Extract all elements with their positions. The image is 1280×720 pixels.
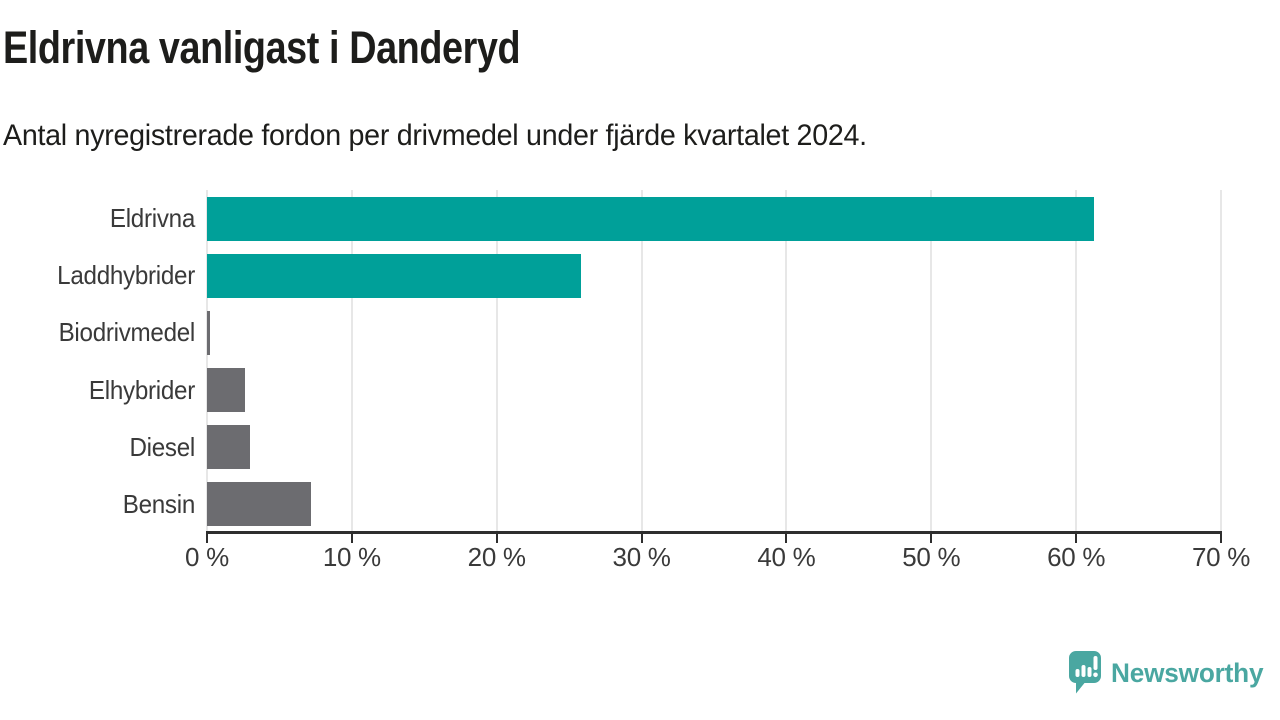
x-axis-tick-label: 30 %: [612, 542, 671, 572]
category-label-diesel: Diesel: [129, 431, 195, 462]
newsworthy-logo: Newsworthy: [1068, 650, 1268, 696]
newsworthy-logo-text: Newsworthy: [1111, 657, 1264, 688]
bar-laddhybrider: [207, 253, 581, 298]
x-axis-tick: [495, 533, 498, 543]
gridline: [1220, 190, 1222, 533]
x-axis-tick-label: 40 %: [757, 542, 816, 572]
gridline: [495, 190, 498, 533]
x-axis-tick: [930, 533, 933, 543]
gridline: [930, 190, 933, 533]
x-axis-line: [206, 531, 1222, 534]
x-axis-tick: [640, 533, 643, 543]
category-label-elhybrider: Elhybrider: [88, 374, 195, 405]
gridline: [785, 190, 788, 533]
x-axis-tick-label: 60 %: [1047, 542, 1106, 572]
chart-subtitle: Antal nyregistrerade fordon per drivmede…: [3, 119, 867, 152]
newsworthy-logo-icon: [1069, 651, 1101, 694]
x-axis-tick-label: 0 %: [185, 542, 229, 572]
x-axis-tick: [206, 533, 208, 543]
category-label-bensin: Bensin: [122, 488, 196, 519]
x-axis-tick: [1075, 533, 1078, 543]
bar-eldrivna: [207, 196, 1094, 241]
bar-elhybrider: [207, 368, 245, 413]
gridline: [640, 190, 643, 533]
x-axis-tick-label: 10 %: [322, 542, 381, 572]
x-axis-tick-label: 50 %: [902, 542, 961, 572]
bar-chart: Eldrivna Laddhybrider Biodrivmedel Elhybrid…: [0, 190, 1280, 590]
bar-diesel: [207, 425, 251, 470]
x-axis-tick: [785, 533, 788, 543]
plot-area: 0 % 10 % 20 % 30 % 40 % 50 % 60 % 70 %: [185, 190, 1250, 572]
category-label-laddhybrider: Laddhybrider: [57, 260, 195, 291]
x-axis-tick: [350, 533, 353, 543]
x-axis-tick-label: 20 %: [467, 542, 526, 572]
category-label-biodrivmedel: Biodrivmedel: [58, 317, 196, 348]
bar-bensin: [207, 482, 312, 527]
gridline: [206, 190, 208, 533]
gridline: [350, 190, 353, 533]
bar-biodrivmedel: [207, 310, 210, 355]
y-axis-category-labels: Eldrivna Laddhybrider Biodrivmedel Elhybrid…: [0, 190, 195, 533]
chart-title: Eldrivna vanligast i Danderyd: [3, 22, 521, 73]
gridline: [1075, 190, 1078, 533]
category-label-eldrivna: Eldrivna: [109, 203, 195, 234]
x-axis-tick: [1220, 533, 1222, 543]
x-axis-tick-label: 70 %: [1191, 542, 1251, 572]
